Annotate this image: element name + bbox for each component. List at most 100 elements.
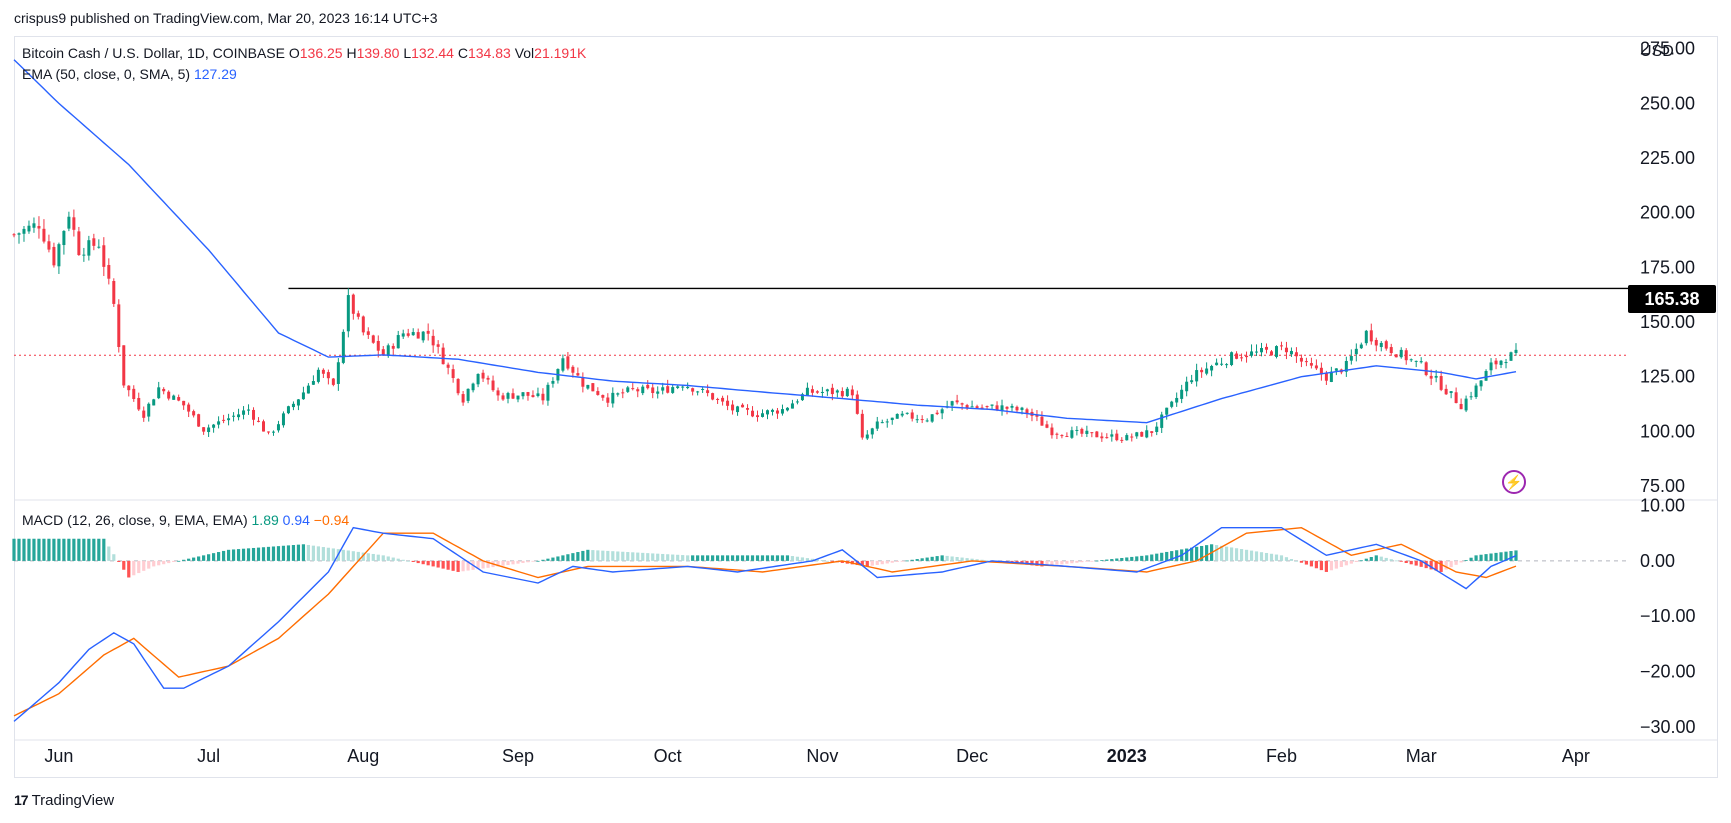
macd-histogram-bar [790,556,795,561]
macd-histogram-bar [1294,560,1299,562]
candle-body [1299,357,1303,362]
macd-histogram-bar [666,554,670,561]
candle-body [311,381,315,385]
candle-body [965,405,969,408]
close-label: C [457,45,468,61]
macd-histogram-bar [521,560,525,563]
price-tick-label: 250.00 [1640,93,1695,113]
candle-body [366,331,370,335]
macd-histogram-bar [311,545,316,561]
candle-body [491,380,495,391]
candle-body [411,332,415,336]
macd-histogram-bar [571,553,575,561]
candle-body [646,384,650,389]
ema-value: 127.29 [193,66,237,82]
candle-body [97,246,101,248]
macd-histogram-bar [935,556,939,561]
price-tick-label: 100.00 [1640,421,1695,441]
macd-histogram-bar [1085,560,1089,562]
candle-body [571,366,575,373]
macd-histogram-bar [586,549,590,561]
candle-body [281,413,285,426]
macd-histogram-bar [202,555,206,561]
candle-body [820,391,824,393]
macd-histogram-bar [980,559,984,561]
candle-body [1469,396,1473,398]
tradingview-brand[interactable]: 17 TradingView [14,792,114,809]
candle-body [1449,391,1453,394]
candle-body [1424,362,1428,376]
macd-lines-layer [13,526,1517,722]
candle-body [1344,360,1348,372]
candle-body [227,418,231,421]
candle-body [1015,406,1019,411]
candle-body [331,378,335,385]
candle-body [17,233,21,235]
lightning-icon[interactable]: ⚡ [1502,470,1526,494]
macd-histogram-bar [62,538,66,561]
candle-body [591,383,595,392]
candle-body [706,390,710,394]
macd-histogram-bar [137,560,141,574]
ema-legend: EMA (50, close, 0, SMA, 5) 127.29 [22,66,237,82]
macd-label: MACD (12, 26, close, 9, EMA, EMA) [22,512,248,528]
macd-histogram-bar [920,558,924,561]
macd-histogram-bar [341,549,345,561]
candle-body [546,384,550,401]
candle-body [416,332,420,339]
candle-body [920,419,924,421]
candle-body [87,240,91,256]
macd-histogram-bar [1095,560,1099,562]
candle-body [1479,380,1483,387]
candle-body [1459,403,1463,410]
candle-body [810,389,814,393]
candle-body [1190,380,1194,383]
candle-body [1364,330,1368,344]
time-axis-ticks: Jun Jul Aug Sep Oct Nov Dec 2023 Feb Mar Apr [44,746,1589,766]
candle-body [486,377,490,380]
candle-body [1484,371,1488,381]
candle-body [1309,363,1313,366]
macd-histogram-bar [566,554,570,561]
candle-body [187,404,191,412]
macd-histogram-bar [466,560,470,571]
macd-histogram-bar [451,560,455,571]
candle-body [536,393,540,396]
candle-body [756,415,760,418]
candle-body [751,410,755,417]
candle-body [910,412,914,419]
macd-histogram-bar [32,538,36,561]
candle-body [995,405,999,411]
candle-body [1210,365,1214,371]
candle-body [107,265,111,279]
candle-body [1000,405,1004,411]
macd-histogram-bar [745,555,750,561]
candle-body [1384,341,1388,349]
candle-body [830,387,834,395]
candle-body [1060,435,1064,437]
candle-body [1115,433,1119,441]
macd-histogram-bar [1489,553,1493,561]
candle-body [92,238,96,246]
macd-histogram-bar [1165,551,1169,561]
chart-frame [14,36,1718,778]
macd-histogram-bar [1514,550,1518,561]
candle-body [970,406,974,408]
currency-label[interactable]: USD [1640,43,1674,60]
macd-histogram-bar [780,555,785,561]
candle-body [1404,350,1408,361]
macd-histogram-bar [905,560,909,562]
time-tick-label: Dec [956,746,988,766]
macd-histogram-bar [730,555,735,561]
macd-histogram-bar [531,560,535,562]
candle-body [651,387,655,394]
candle-body [177,397,181,401]
macd-histogram-bar [1145,555,1149,561]
candle-body [1414,360,1418,362]
candle-body [1289,350,1293,355]
macd-histogram-bar [291,545,296,561]
price-tick-label: 175.00 [1640,257,1695,277]
price-tick-label: 125.00 [1640,367,1695,387]
macd-tick-label: −20.00 [1640,662,1696,682]
